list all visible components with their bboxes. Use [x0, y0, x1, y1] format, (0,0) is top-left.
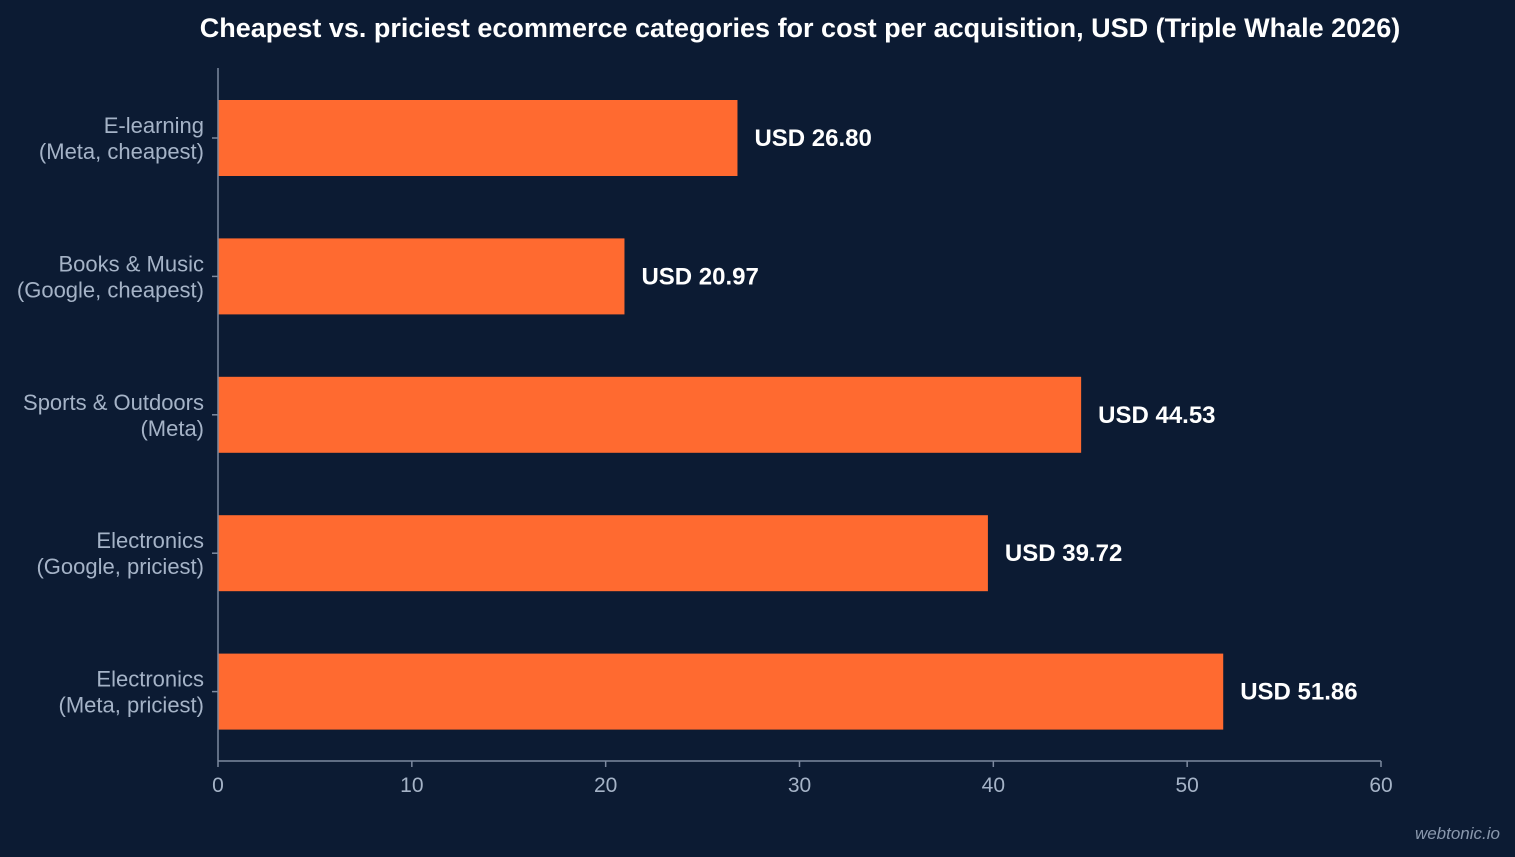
bars-layer: USD 26.80 USD 20.97 USD 44.53 USD 39.72 USD … — [218, 100, 1358, 730]
x-tick-label-6: 60 — [1369, 774, 1392, 797]
chart-title: Cheapest vs. priciest ecommerce categori… — [200, 13, 1400, 43]
x-tick-label-5: 50 — [1175, 774, 1198, 797]
value-label-4: USD 51.86 — [1240, 679, 1357, 706]
axes-layer: E-learning(Meta, cheapest)Books & Music(… — [17, 68, 1393, 797]
category-label-4-line-1: (Meta, priciest) — [59, 693, 204, 718]
category-label-2-line-0: Sports & Outdoors — [23, 390, 204, 415]
bar-0 — [218, 100, 738, 176]
category-label-1-line-1: (Google, cheapest) — [17, 277, 204, 302]
x-tick-label-3: 30 — [788, 774, 811, 797]
x-tick-label-0: 0 — [212, 774, 224, 797]
category-label-4-line-0: Electronics — [96, 667, 204, 692]
bar-1 — [218, 238, 625, 315]
x-tick-label-4: 40 — [982, 774, 1005, 797]
category-label-0-line-1: (Meta, cheapest) — [39, 139, 204, 164]
watermark-text: webtonic.io — [1415, 824, 1500, 843]
category-label-1-line-0: Books & Music — [59, 251, 205, 276]
value-label-0: USD 26.80 — [754, 125, 871, 152]
category-label-2-line-1: (Meta) — [140, 416, 204, 441]
bar-4 — [218, 653, 1224, 730]
bar-2 — [218, 376, 1082, 453]
value-label-2: USD 44.53 — [1098, 402, 1215, 429]
value-label-1: USD 20.97 — [641, 263, 758, 290]
value-label-3: USD 39.72 — [1005, 540, 1122, 567]
category-label-3-line-0: Electronics — [96, 528, 204, 553]
category-label-3-line-1: (Google, priciest) — [36, 554, 204, 579]
x-tick-label-2: 20 — [594, 774, 617, 797]
x-tick-label-1: 10 — [400, 774, 423, 797]
category-label-0-line-0: E-learning — [104, 113, 204, 138]
bar-3 — [218, 515, 988, 592]
